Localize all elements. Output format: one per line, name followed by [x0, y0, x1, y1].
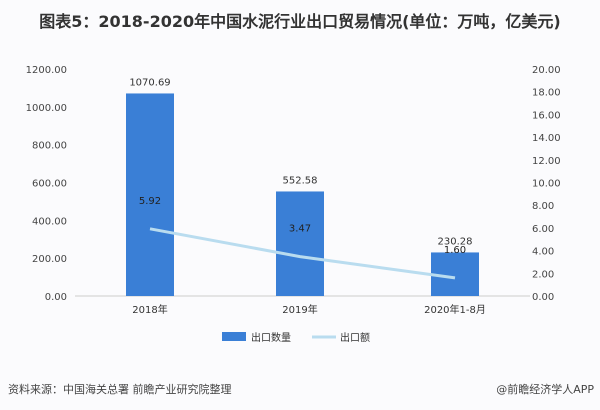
- right-axis-tick: 0.00: [532, 292, 554, 303]
- right-axis-tick: 10.00: [532, 179, 561, 190]
- bar-label: 230.28: [438, 236, 473, 247]
- credit: @前瞻经济学人APP: [496, 383, 594, 396]
- left-axis-tick: 200.00: [32, 254, 67, 265]
- legend-bar-swatch: [222, 332, 246, 341]
- left-axis-tick: 1000.00: [26, 103, 67, 114]
- chart: 0.00 200.00 400.00 600.00 800.00 1000.00 1200.…: [26, 65, 561, 344]
- bar-label: 1070.69: [129, 77, 170, 88]
- right-axis-tick: 14.00: [532, 133, 561, 144]
- right-axis-tick: 8.00: [532, 201, 554, 212]
- legend-bar-label: 出口数量: [251, 331, 291, 344]
- right-axis-tick: 2.00: [532, 269, 554, 280]
- x-axis-tick: 2019年: [282, 303, 317, 316]
- right-axis-tick: 6.00: [532, 224, 554, 235]
- right-axis-tick: 4.00: [532, 247, 554, 258]
- source-note: 资料来源：中国海关总署 前瞻产业研究院整理: [8, 383, 232, 396]
- chart-title: 图表5：2018-2020年中国水泥行业出口贸易情况(单位：万吨，亿美元): [39, 12, 561, 31]
- line-label: 3.47: [289, 224, 311, 235]
- left-axis-tick: 1200.00: [26, 65, 67, 76]
- left-axis-tick: 400.00: [32, 216, 67, 227]
- x-axis-tick: 2020年1-8月: [424, 303, 486, 316]
- legend-line-label: 出口额: [340, 331, 370, 344]
- right-axis-tick: 12.00: [532, 156, 561, 167]
- bar: [276, 191, 324, 296]
- left-axis-tick: 600.00: [32, 179, 67, 190]
- left-axis-tick: 800.00: [32, 141, 67, 152]
- right-axis-tick: 20.00: [532, 65, 561, 76]
- x-axis-tick: 2018年: [132, 303, 167, 316]
- line-label: 5.92: [139, 196, 161, 207]
- right-axis-tick: 16.00: [532, 110, 561, 121]
- right-axis-tick: 18.00: [532, 88, 561, 99]
- left-axis-tick: 0.00: [45, 292, 67, 303]
- line-label: 1.60: [444, 245, 466, 256]
- bar: [126, 93, 174, 296]
- bar-label: 552.58: [283, 175, 318, 186]
